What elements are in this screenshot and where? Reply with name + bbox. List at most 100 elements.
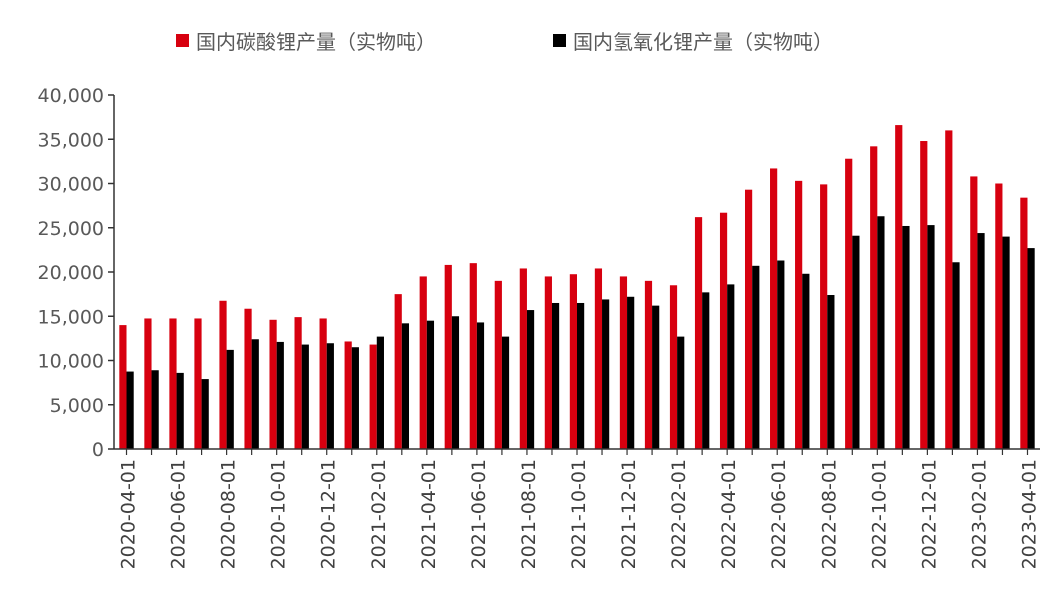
x-tick-label: 2022-06-01 [768, 459, 790, 569]
bar-lithium-hydroxide [677, 336, 685, 449]
bar-lithium-hydroxide [176, 372, 184, 449]
bars [119, 125, 1035, 450]
y-tick-label: 35,000 [38, 129, 104, 151]
bar-lithium-hydroxide [702, 292, 710, 449]
x-tick-label: 2020-08-01 [218, 459, 240, 569]
x-tick-label: 2023-04-01 [1018, 459, 1040, 569]
y-tick-label: 25,000 [38, 218, 104, 240]
x-tick-label: 2020-10-01 [268, 459, 290, 569]
legend-item-lithium-hydroxide: 国内氢氧化锂产量（实物吨） [553, 26, 833, 55]
bar-lithium-hydroxide [351, 347, 359, 449]
bar-lithium-carbonate [244, 308, 252, 449]
y-tick-label: 10,000 [38, 351, 104, 373]
x-tick-label: 2022-02-01 [668, 459, 690, 569]
x-tick-label: 2022-10-01 [868, 459, 890, 569]
bar-lithium-hydroxide [551, 302, 560, 449]
legend-label-lithium-hydroxide: 国内氢氧化锂产量（实物吨） [573, 30, 833, 54]
bar-lithium-carbonate [995, 183, 1003, 449]
bar-lithium-hydroxide [727, 284, 735, 449]
bar-lithium-carbonate [569, 274, 577, 449]
bar-lithium-carbonate [1020, 197, 1028, 449]
bar-lithium-hydroxide [852, 235, 860, 449]
bar-lithium-carbonate [920, 141, 928, 449]
bar-lithium-carbonate [770, 168, 778, 449]
bar-lithium-carbonate [169, 318, 177, 449]
legend-label-lithium-carbonate: 国内碳酸锂产量（实物吨） [196, 30, 436, 54]
bar-lithium-carbonate [820, 184, 828, 449]
x-tick-label: 2023-02-01 [968, 459, 990, 569]
x-tick-label: 2021-04-01 [418, 459, 440, 569]
x-tick-label: 2020-06-01 [168, 459, 190, 569]
bar-lithium-carbonate [544, 276, 552, 449]
x-tick-label: 2020-04-01 [118, 459, 140, 569]
bar-lithium-hydroxide [126, 371, 134, 449]
legend-item-lithium-carbonate: 国内碳酸锂产量（实物吨） [176, 26, 436, 55]
bar-lithium-carbonate [119, 325, 127, 449]
y-tick-label: 5,000 [50, 395, 104, 417]
bar-lithium-carbonate [419, 276, 427, 449]
bar-lithium-carbonate [444, 264, 452, 449]
legend: 国内碳酸锂产量（实物吨） 国内氢氧化锂产量（实物吨） [0, 26, 1047, 56]
bar-lithium-carbonate [895, 125, 903, 449]
bar-lithium-carbonate [519, 268, 527, 449]
bar-lithium-hydroxide [376, 336, 384, 449]
bar-lithium-hydroxide [251, 339, 259, 449]
bar-lithium-carbonate [469, 263, 477, 449]
bar-lithium-hydroxide [226, 349, 234, 449]
y-tick-label: 20,000 [38, 262, 104, 284]
bar-lithium-carbonate [144, 318, 152, 449]
bar-lithium-hydroxide [501, 336, 510, 449]
bar-lithium-hydroxide [802, 273, 810, 449]
x-tick-label: 2022-04-01 [718, 459, 740, 569]
bar-lithium-hydroxide [1027, 248, 1035, 449]
bar-lithium-hydroxide [752, 265, 760, 449]
x-tick-label: 2021-10-01 [568, 459, 590, 569]
bar-lithium-carbonate [744, 189, 753, 449]
bar-lithium-carbonate [795, 180, 803, 449]
bar-lithium-hydroxide [627, 296, 635, 449]
bar-lithium-carbonate [945, 130, 953, 449]
bar-lithium-carbonate [269, 319, 277, 449]
bar-lithium-hydroxide [602, 299, 610, 449]
bar-lithium-carbonate [319, 318, 327, 449]
bar-lithium-hydroxide [977, 233, 985, 449]
bar-lithium-hydroxide [476, 322, 485, 449]
legend-swatch-red [176, 34, 189, 47]
y-tick-label: 0 [92, 439, 104, 461]
x-tick-label: 2020-12-01 [318, 459, 340, 569]
bar-lithium-carbonate [219, 300, 227, 449]
bar-lithium-hydroxide [902, 225, 910, 449]
x-tick-label: 2021-06-01 [468, 459, 490, 569]
bar-lithium-carbonate [669, 285, 678, 449]
bar-lithium-carbonate [970, 176, 978, 450]
bar-lithium-hydroxide [401, 323, 410, 449]
bar-lithium-carbonate [194, 318, 202, 449]
bar-lithium-hydroxide [777, 260, 785, 449]
bar-lithium-hydroxide [301, 344, 309, 449]
bar-lithium-hydroxide [577, 302, 585, 449]
bar-lithium-hydroxide [927, 225, 935, 449]
bar-lithium-carbonate [644, 280, 653, 449]
bar-lithium-carbonate [719, 212, 728, 449]
bar-lithium-hydroxide [426, 320, 435, 449]
bar-lithium-carbonate [394, 294, 402, 450]
bar-lithium-hydroxide [451, 316, 460, 449]
y-tick-label: 15,000 [38, 306, 104, 328]
bar-lithium-carbonate [594, 268, 603, 449]
bar-lithium-hydroxide [326, 343, 334, 449]
bar-lithium-carbonate [369, 344, 377, 449]
bar-lithium-hydroxide [151, 370, 159, 449]
x-tick-label: 2021-02-01 [368, 459, 390, 569]
legend-swatch-black [553, 34, 566, 47]
bar-lithium-carbonate [344, 341, 352, 449]
bar-lithium-hydroxide [1002, 236, 1010, 449]
bar-lithium-hydroxide [952, 262, 960, 449]
y-tick-label: 40,000 [38, 85, 104, 107]
bar-lithium-carbonate [294, 317, 302, 449]
bar-lithium-hydroxide [276, 341, 284, 449]
x-tick-label: 2021-12-01 [618, 459, 640, 569]
bar-lithium-carbonate [694, 217, 703, 449]
x-tick-label: 2022-12-01 [918, 459, 940, 569]
